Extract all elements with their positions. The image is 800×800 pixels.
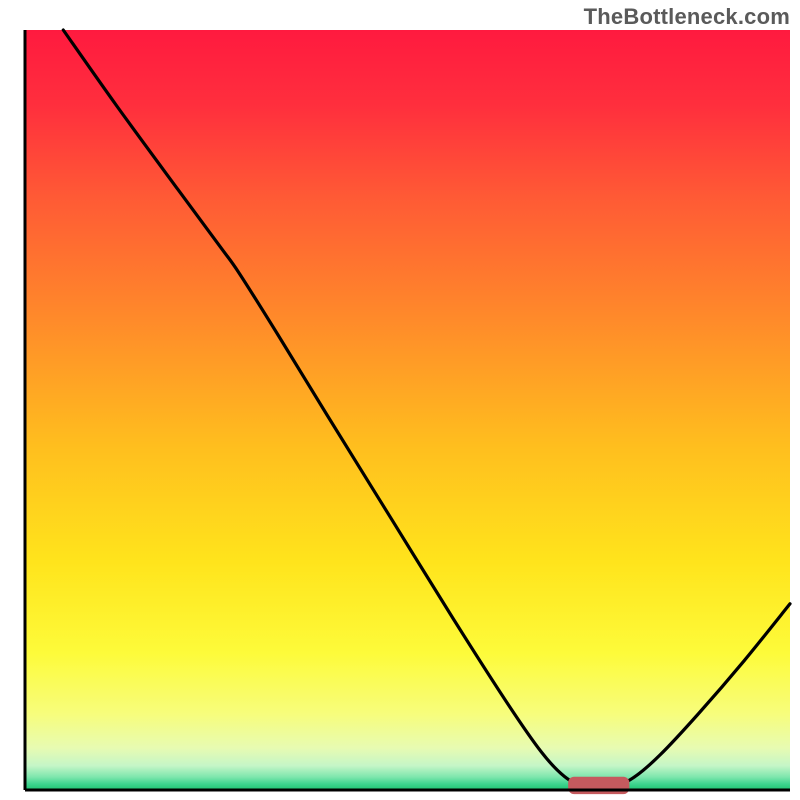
watermark-text: TheBottleneck.com — [584, 4, 790, 30]
chart-stage: TheBottleneck.com — [0, 0, 800, 800]
optimal-range-marker — [568, 777, 629, 794]
gradient-background — [25, 30, 790, 790]
bottleneck-chart — [0, 0, 800, 800]
